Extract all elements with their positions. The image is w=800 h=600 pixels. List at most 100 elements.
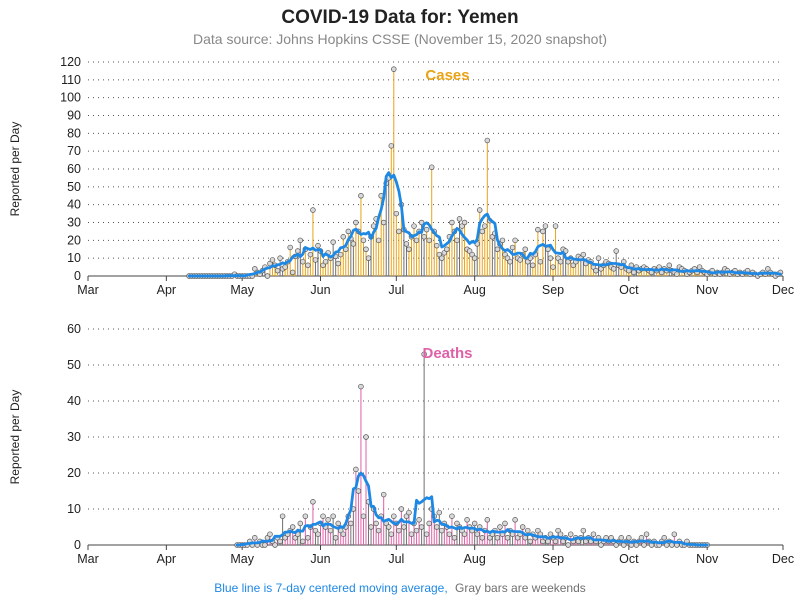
y-tick-label: 50 <box>67 180 81 194</box>
data-point <box>499 237 506 244</box>
data-point <box>282 264 288 270</box>
data-point <box>391 513 397 519</box>
data-point <box>434 524 440 530</box>
data-point <box>348 520 354 527</box>
data-point <box>325 517 331 523</box>
data-point <box>476 207 483 213</box>
data-point <box>358 383 364 390</box>
x-tick-label: Nov <box>696 552 719 566</box>
data-point <box>449 513 455 519</box>
data-point <box>335 260 341 267</box>
data-point <box>540 228 546 235</box>
data-point <box>418 524 425 530</box>
moving-average-line <box>187 171 782 278</box>
data-point <box>507 258 513 265</box>
data-point <box>297 520 304 527</box>
x-tick-label: Oct <box>619 283 639 297</box>
y-tick-label: 50 <box>67 358 81 372</box>
data-point <box>302 513 309 519</box>
data-point <box>363 434 369 440</box>
x-tick-label: Jun <box>310 552 330 566</box>
data-point <box>545 246 551 253</box>
data-point <box>330 239 336 245</box>
data-point <box>363 246 369 253</box>
data-point <box>439 255 445 261</box>
data-point <box>337 251 344 258</box>
data-point <box>474 531 480 537</box>
data-point <box>502 520 508 527</box>
data-point <box>274 267 281 274</box>
data-point <box>375 527 382 534</box>
data-point <box>310 499 316 505</box>
data-point <box>327 527 334 534</box>
data-point <box>264 273 271 279</box>
data-point <box>434 242 440 249</box>
panel-title: Cases <box>425 67 469 84</box>
data-point <box>340 234 347 240</box>
data-point <box>277 255 283 261</box>
data-point <box>446 531 453 537</box>
data-point <box>416 517 422 523</box>
data-point <box>388 531 395 537</box>
data-point <box>454 237 460 244</box>
x-tick-label: Sep <box>542 552 564 566</box>
data-point <box>497 524 503 530</box>
data-point <box>610 266 617 272</box>
y-axis-label: Reported per Day <box>8 122 22 217</box>
data-point <box>411 223 417 229</box>
y-tick-label: 20 <box>67 466 81 480</box>
data-point <box>421 351 427 357</box>
data-point <box>340 531 347 537</box>
x-tick-label: Oct <box>619 552 639 566</box>
data-point <box>519 524 526 530</box>
data-point <box>530 262 536 269</box>
data-point <box>643 531 650 537</box>
y-tick-label: 0 <box>74 538 81 552</box>
data-point <box>423 226 430 233</box>
deaths-panel: 0 10 20 30 40 50 60 Reported per Day Mar Apr May Ju… <box>8 322 794 566</box>
x-tick-label: Jul <box>388 283 404 297</box>
data-point <box>287 244 293 251</box>
x-tick-label: Mar <box>77 552 99 566</box>
y-tick-label: 10 <box>67 251 81 265</box>
data-point <box>269 257 276 263</box>
data-point <box>408 531 415 537</box>
moving-average-line <box>235 471 709 547</box>
data-point <box>262 542 268 548</box>
data-point <box>426 237 432 244</box>
footnote-average: Blue line is 7-day centered moving avera… <box>214 581 447 595</box>
data-point <box>509 244 516 251</box>
data-point <box>350 241 357 247</box>
data-point <box>252 535 258 541</box>
data-point <box>289 269 296 276</box>
data-point <box>358 193 364 199</box>
data-point <box>353 466 359 473</box>
data-point <box>300 258 306 265</box>
data-point <box>315 531 321 537</box>
data-point <box>380 491 387 498</box>
data-point <box>401 524 407 530</box>
y-tick-label: 40 <box>67 198 81 212</box>
data-point <box>522 535 528 541</box>
data-point <box>494 246 501 253</box>
data-point <box>403 241 410 247</box>
data-point <box>527 538 534 545</box>
y-tick-label: 120 <box>60 55 81 69</box>
data-point <box>618 535 625 541</box>
x-tick-label: Mar <box>77 283 99 297</box>
data-point <box>545 538 551 545</box>
data-point <box>413 237 420 244</box>
chart-subtitle: Data source: Johns Hopkins CSSE (Novembe… <box>193 31 607 47</box>
y-tick-label: 60 <box>67 162 81 176</box>
data-point <box>385 524 392 530</box>
data-point <box>547 255 554 261</box>
data-point <box>297 237 304 244</box>
data-point <box>595 255 602 261</box>
data-point <box>580 527 587 534</box>
data-point <box>375 237 382 244</box>
data-point <box>426 520 432 527</box>
data-point <box>557 258 564 265</box>
data-point <box>332 535 339 541</box>
y-tick-label: 40 <box>67 394 81 408</box>
